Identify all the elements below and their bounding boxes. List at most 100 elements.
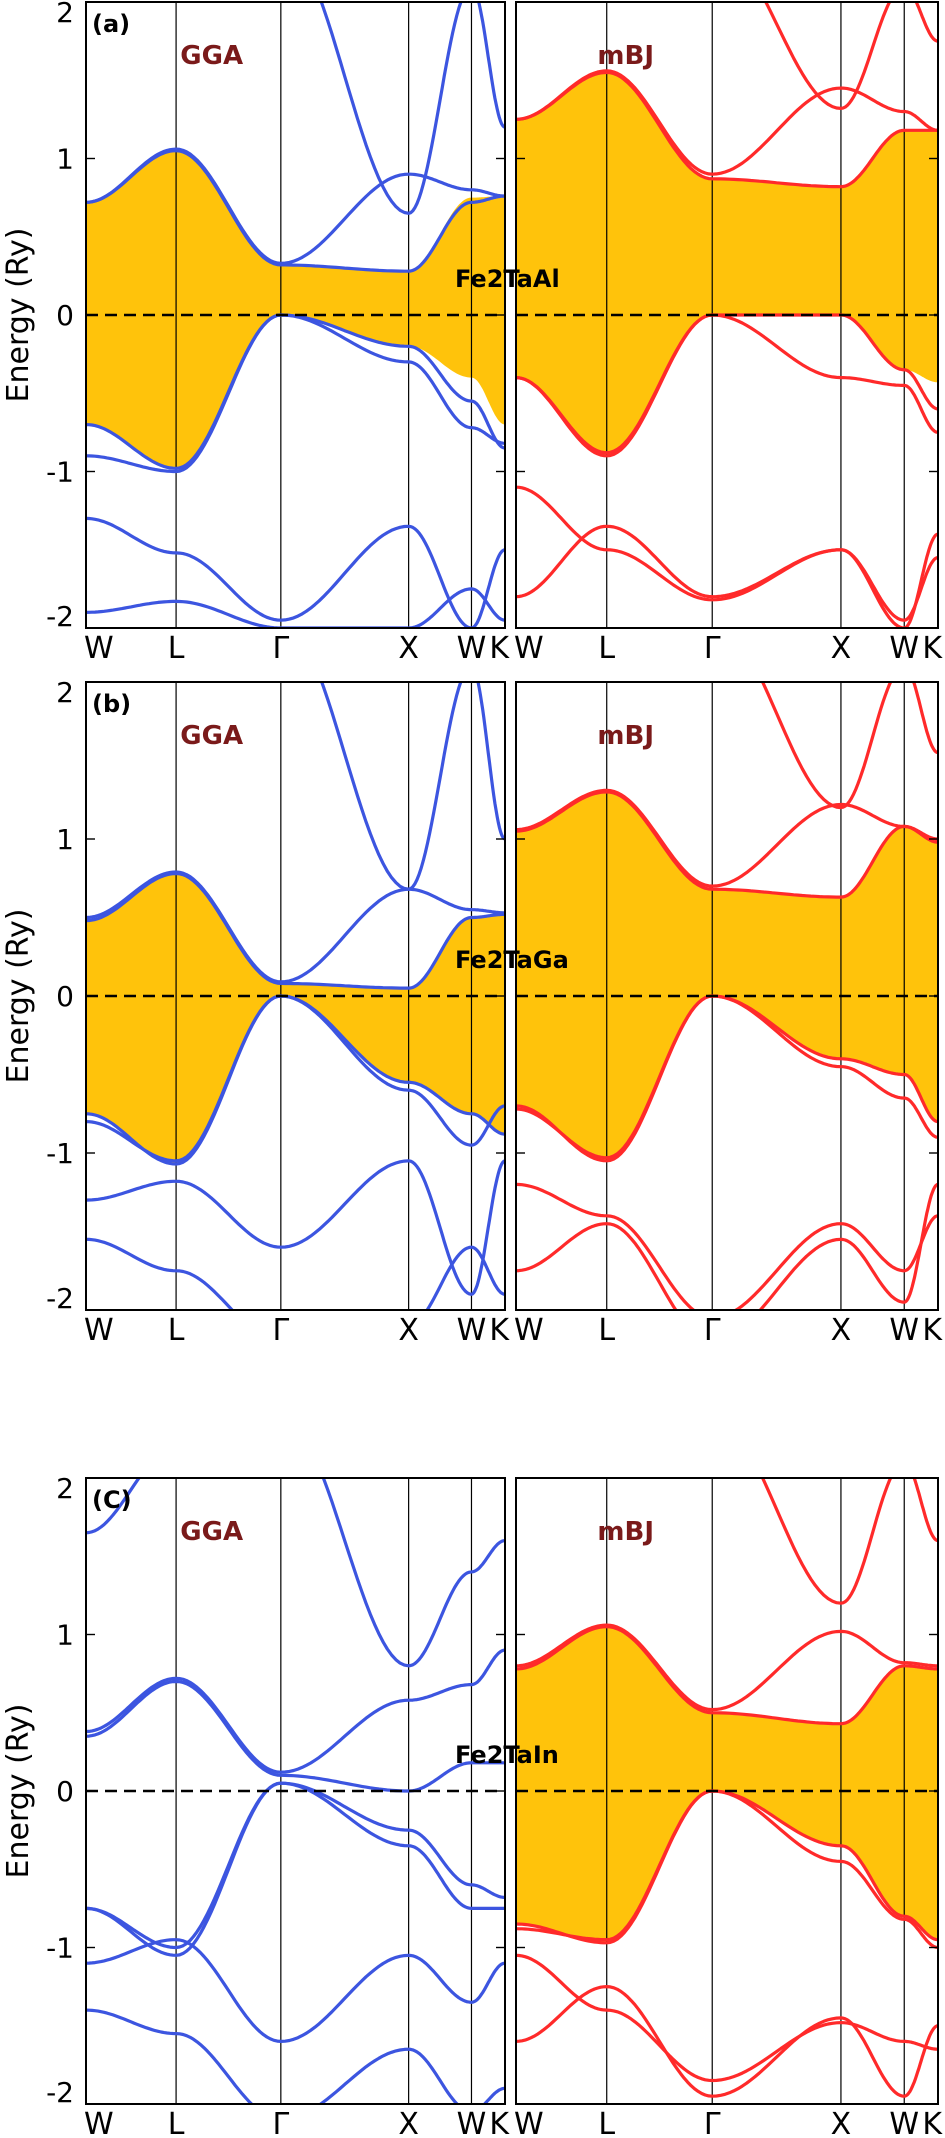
y-tick-label: 1 (56, 1619, 74, 1652)
y-tick-label: -2 (46, 2076, 74, 2109)
k-label: X (398, 2107, 419, 2138)
k-label: Γ (272, 1313, 289, 1348)
band-3 (516, 1789, 938, 1945)
band-7 (319, 2, 505, 215)
y-tick-label: -2 (46, 1282, 74, 1315)
band-4 (516, 1789, 938, 1950)
y-axis-label: Energy (Ry) (1, 1704, 36, 1879)
k-label: X (831, 2107, 852, 2138)
k-label: Γ (272, 2107, 289, 2138)
band-6 (516, 1623, 938, 1712)
band-1 (86, 587, 505, 628)
panel-label: (b) (92, 690, 131, 718)
band-3 (516, 994, 938, 1163)
k-label: W (889, 2107, 919, 2138)
material-label: Fe2TaAl (455, 265, 560, 293)
material-label: Fe2TaIn (455, 1741, 559, 1769)
y-tick-label: 1 (56, 143, 74, 176)
y-tick-label: -1 (46, 456, 74, 489)
k-label: W (514, 631, 544, 666)
method-label: mBJ (597, 721, 654, 751)
band-4 (86, 1781, 505, 1950)
y-tick-label: -1 (46, 1137, 74, 1170)
band-4 (516, 313, 938, 455)
k-label: W (889, 631, 919, 666)
method-label: mBJ (597, 41, 654, 71)
y-tick-label: 0 (56, 1775, 74, 1808)
gap-region (516, 1626, 938, 1943)
band-6 (516, 788, 938, 888)
band-1 (516, 1985, 938, 2098)
k-label: K (489, 2107, 510, 2138)
k-label: L (168, 1313, 185, 1348)
gap-region (86, 150, 505, 469)
k-label: Γ (704, 1313, 721, 1348)
band-6 (86, 147, 505, 265)
method-label: GGA (180, 721, 243, 751)
band-3 (516, 313, 938, 458)
gap-region (516, 791, 938, 1161)
gap-region (86, 873, 505, 1164)
k-label: W (457, 2107, 487, 2138)
k-label: X (398, 631, 419, 666)
band-5 (86, 1679, 505, 1793)
k-label: K (922, 631, 943, 666)
band-2 (86, 1938, 505, 2043)
band-7 (86, 1478, 505, 1668)
method-label: GGA (180, 41, 243, 71)
y-tick-label: 0 (56, 299, 74, 332)
band-2 (86, 516, 505, 628)
y-tick-label: 1 (56, 823, 74, 856)
band-3 (86, 1781, 505, 1957)
k-label: W (514, 1313, 544, 1348)
y-axis-label: Energy (Ry) (1, 228, 36, 403)
panel-label: (C) (92, 1486, 132, 1514)
k-label: W (457, 631, 487, 666)
band-2 (86, 1159, 505, 1296)
k-label: W (84, 2107, 114, 2138)
band-1 (86, 2008, 505, 2104)
k-label: W (84, 631, 114, 666)
band-6 (86, 870, 505, 984)
k-label: L (598, 631, 615, 666)
k-label: X (831, 631, 852, 666)
band-2 (516, 1182, 938, 1310)
band-6 (516, 69, 938, 176)
k-label: Γ (704, 631, 721, 666)
k-label: L (598, 1313, 615, 1348)
k-label: W (457, 1313, 487, 1348)
y-tick-label: -1 (46, 1932, 74, 1965)
band-2 (516, 1953, 938, 2083)
k-label: X (831, 1313, 852, 1348)
k-label: K (489, 631, 510, 666)
k-label: W (514, 2107, 544, 2138)
y-tick-label: -2 (46, 600, 74, 633)
band-7 (320, 682, 505, 891)
band-4 (516, 994, 938, 1160)
method-label: GGA (180, 1517, 243, 1547)
band-1 (86, 1237, 505, 1310)
k-label: Γ (272, 631, 289, 666)
band-4 (86, 994, 505, 1163)
y-tick-label: 2 (56, 676, 74, 709)
k-label: W (889, 1313, 919, 1348)
band-2 (516, 485, 938, 622)
k-label: K (489, 1313, 510, 1348)
y-axis-label: Energy (Ry) (1, 909, 36, 1084)
k-label: L (168, 631, 185, 666)
band-1 (516, 524, 938, 628)
k-label: K (922, 2107, 943, 2138)
y-tick-label: 2 (56, 1472, 74, 1505)
band-6 (86, 1648, 505, 1774)
k-label: L (168, 2107, 185, 2138)
